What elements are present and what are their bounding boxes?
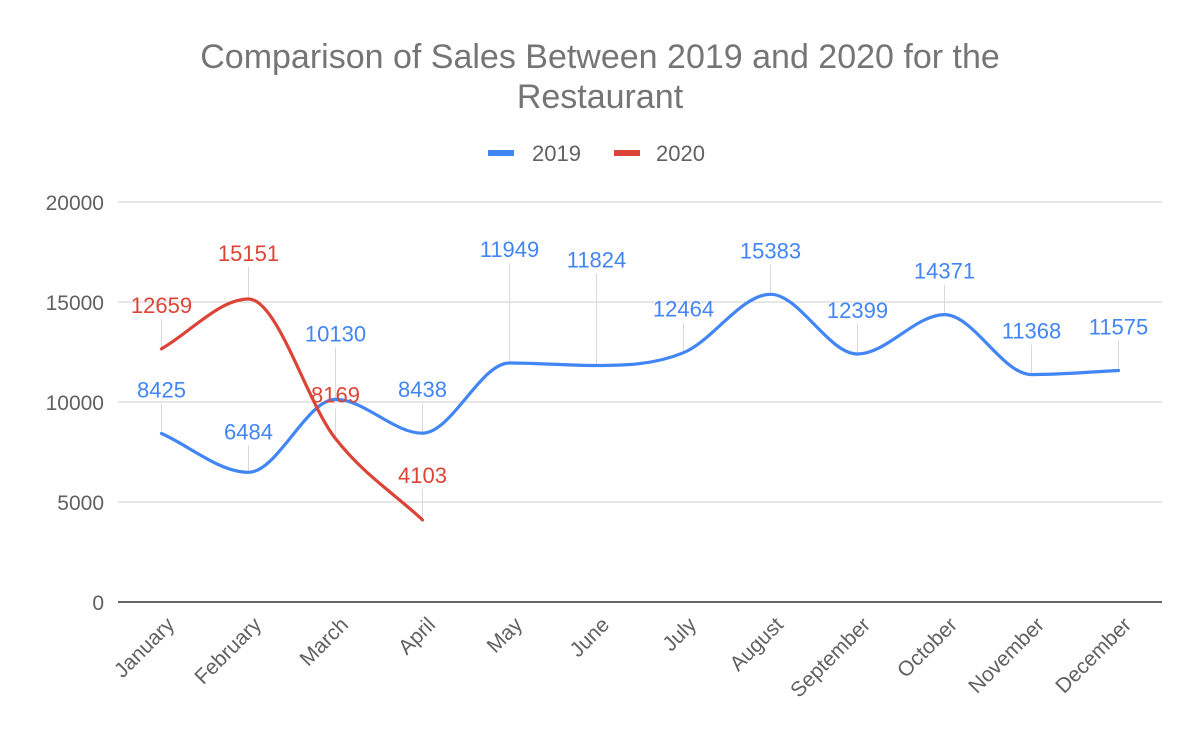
data-label-2019-october: 14371 [914,259,975,284]
data-label-2019-april: 8438 [398,377,447,402]
data-label-2019-november: 11368 [1002,319,1062,344]
data-label-2019-february: 6484 [224,419,273,444]
y-tick-label-5000: 5000 [57,492,104,515]
data-label-2019-june: 11824 [567,248,627,273]
x-tick-label-september: September [786,613,875,702]
x-tick-label-march: March [296,613,354,671]
x-tick-label-october: October [893,613,962,682]
chart-title-line-2: Restaurant [517,78,684,116]
data-labels: 8425 6484 10130 8438 11949 11824 12464 15383 123… [131,237,1148,488]
x-axis: January February March April May June July Augu… [110,613,1136,702]
data-label-2020-april: 4103 [398,463,447,488]
chart-title: Comparison of Sales Between 2019 and 202… [200,38,1000,116]
data-label-2019-july: 12464 [653,297,714,322]
y-tick-label-15000: 15000 [46,292,104,315]
series-lines [159,292,1121,522]
gridlines [118,201,1162,603]
data-label-2019-december: 11575 [1089,315,1149,340]
x-tick-label-may: May [483,613,528,658]
x-tick-label-june: June [566,613,614,661]
data-label-2019-march: 10130 [305,321,366,346]
data-label-2020-january: 12659 [131,293,192,318]
x-tick-label-december: December [1051,613,1136,698]
data-label-2019-may: 11949 [480,237,540,262]
data-label-2020-march: 8169 [311,383,360,408]
series-line-2020 [159,297,425,522]
x-tick-label-january: January [110,613,179,682]
chart-title-line-1: Comparison of Sales Between 2019 and 202… [200,38,1000,76]
data-label-2019-august: 15383 [740,238,801,263]
x-tick-label-july: July [658,613,701,656]
series-line-2019 [159,292,1121,474]
x-tick-label-august: August [726,613,789,676]
x-tick-label-november: November [964,613,1049,698]
x-tick-label-february: February [190,613,266,689]
legend-label-2019: 2019 [532,141,581,166]
data-label-2019-september: 12399 [827,298,888,323]
data-label-2019-january: 8425 [137,378,186,403]
y-axis: 0 5000 10000 15000 20000 [46,192,104,615]
data-label-2020-february: 15151 [218,241,279,266]
y-tick-label-20000: 20000 [46,192,104,215]
y-tick-label-0: 0 [92,592,104,615]
x-tick-label-april: April [394,613,440,659]
y-tick-label-10000: 10000 [46,392,104,415]
legend: 2019 2020 [488,141,705,166]
label-leaders [161,263,1119,520]
legend-label-2020: 2020 [656,141,705,166]
